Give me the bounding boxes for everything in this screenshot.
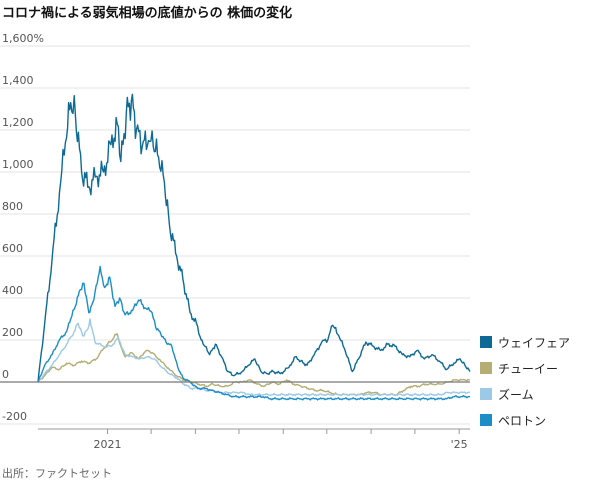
series-lines [37, 93, 471, 401]
y-axis-tick-labels: 1,600% 1,400 1,200 1,000 800 600 400 200 0 -200 [2, 32, 44, 423]
legend-label: ウェイフェア [498, 335, 571, 350]
y-tick-label: 1,400 [2, 74, 34, 87]
x-axis-ticks: 2021 '25 [94, 429, 468, 451]
legend-swatch [480, 388, 492, 400]
legend-item-chewy: チューイー [480, 355, 600, 381]
legend-swatch [480, 414, 492, 426]
grid-lines [0, 45, 470, 425]
y-tick-label: 1,000 [2, 158, 34, 171]
y-tick-label: 0 [2, 368, 9, 381]
legend-swatch [480, 362, 492, 374]
y-tick-label: -200 [2, 410, 27, 423]
legend-label: ズーム [498, 387, 534, 402]
x-tick-label: 2021 [94, 438, 122, 451]
y-tick-label: 1,200 [2, 116, 34, 129]
source-note: 出所：ファクトセット [2, 467, 112, 480]
chart-legend: ウェイフェア チューイー ズーム ペロトン [480, 329, 600, 433]
legend-label: ペロトン [498, 413, 547, 428]
y-tick-label: 600 [2, 242, 23, 255]
y-tick-label: 200 [2, 326, 23, 339]
x-tick-label: '25 [451, 438, 468, 451]
axes [0, 381, 470, 430]
series-line [37, 318, 471, 397]
series-line [37, 93, 471, 383]
y-tick-label: 800 [2, 200, 23, 213]
chart-title: コロナ禍による弱気相場の底値からの 株価の変化 [2, 6, 293, 21]
y-tick-label: 400 [2, 284, 23, 297]
legend-item-peloton: ペロトン [480, 407, 600, 433]
legend-swatch [480, 336, 492, 348]
legend-item-zoom: ズーム [480, 381, 600, 407]
legend-item-wayfair: ウェイフェア [480, 329, 600, 355]
y-tick-label: 1,600% [2, 32, 44, 45]
series-line [37, 265, 471, 401]
legend-label: チューイー [498, 361, 559, 376]
series-line [37, 333, 471, 397]
